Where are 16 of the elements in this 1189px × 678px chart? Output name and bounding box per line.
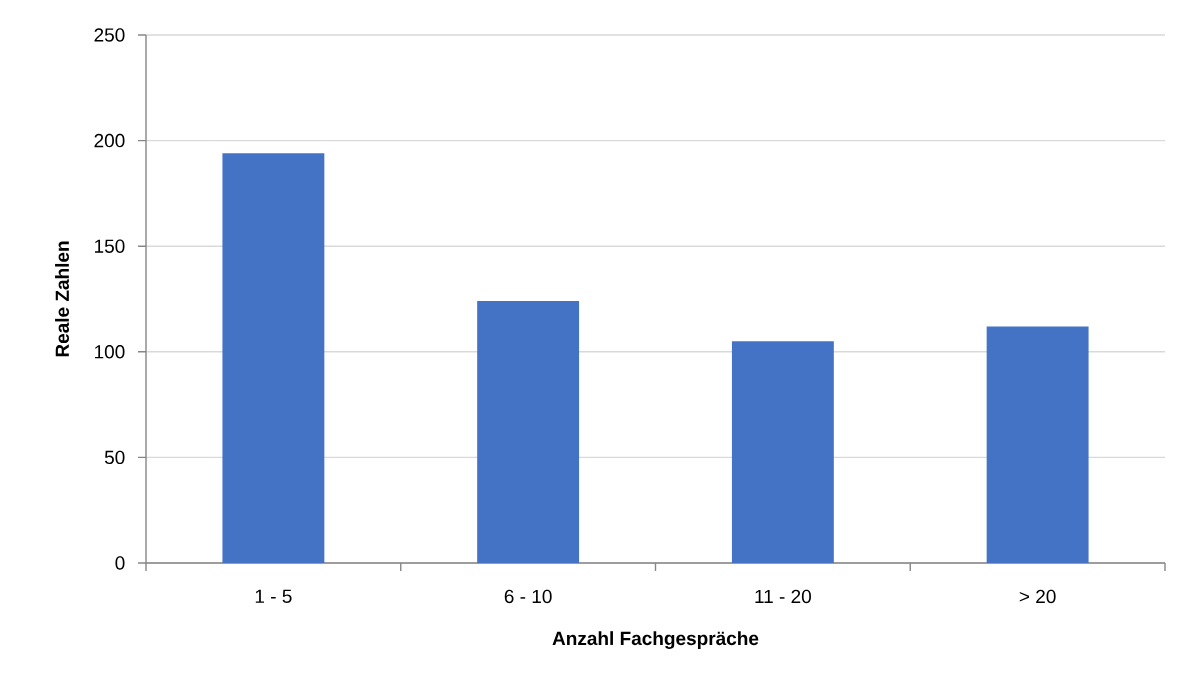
bar <box>731 341 834 563</box>
bar <box>986 326 1089 563</box>
y-tick-label: 100 <box>95 345 125 359</box>
y-tick-label: 0 <box>115 556 125 570</box>
y-axis-title: Reale Zahlen <box>55 241 70 357</box>
x-tick-label: 1 - 5 <box>255 589 292 603</box>
y-tick-label: 50 <box>104 450 125 465</box>
y-tick-label: 150 <box>95 239 125 253</box>
x-axis-title: Anzahl Fachgespräche <box>552 631 759 649</box>
bar <box>222 153 325 563</box>
bar <box>477 301 580 563</box>
y-tick-label: 200 <box>94 133 125 148</box>
x-tick-label: 11 - 20 <box>755 589 811 604</box>
x-tick-label: 6 - 10 <box>504 589 552 604</box>
x-tick-label: > 20 <box>1019 589 1056 604</box>
y-tick-label: 250 <box>94 28 125 42</box>
